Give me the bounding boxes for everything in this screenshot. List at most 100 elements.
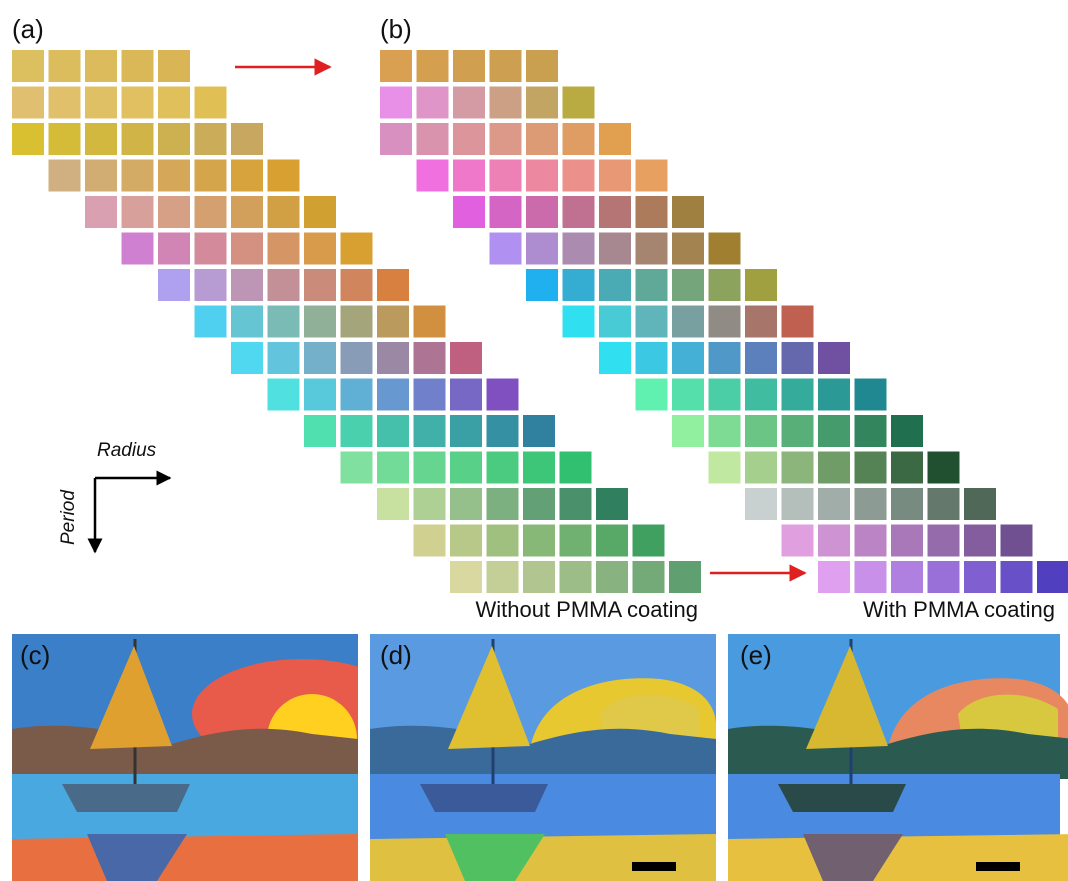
swatch [194, 305, 227, 338]
scale-bar [976, 862, 1020, 871]
swatch [413, 488, 446, 520]
swatch [416, 159, 449, 192]
swatch [453, 159, 485, 192]
swatch [489, 123, 522, 155]
swatch [599, 123, 631, 155]
swatch [523, 561, 555, 593]
swatch [416, 123, 449, 155]
swatch [416, 86, 449, 119]
swatch [526, 232, 558, 265]
swatch [559, 561, 592, 593]
swatch [121, 123, 154, 155]
swatch [450, 488, 482, 520]
swatch [489, 50, 522, 82]
swatch [340, 415, 373, 447]
swatch [854, 378, 887, 411]
swatch [377, 451, 409, 484]
swatch [523, 524, 555, 557]
swatch [1000, 524, 1033, 557]
swatch [121, 86, 154, 119]
panel-label: (c) [20, 640, 50, 670]
swatch [891, 415, 923, 447]
swatch [486, 524, 519, 557]
paintings [12, 634, 1068, 881]
panel-label: (e) [740, 640, 772, 670]
swatch [158, 50, 190, 82]
swatch [635, 196, 668, 228]
swatch [231, 305, 263, 338]
swatch [158, 269, 190, 301]
swatch [267, 232, 300, 265]
swatch [340, 451, 373, 484]
swatch [559, 524, 592, 557]
swatch [48, 50, 81, 82]
swatch [340, 269, 373, 301]
swatch [489, 232, 522, 265]
swatch [526, 123, 558, 155]
swatch [526, 269, 558, 301]
swatch [377, 269, 409, 301]
swatch [854, 524, 887, 557]
axis-label: Period [58, 489, 79, 545]
sail [806, 646, 888, 749]
swatch [194, 123, 227, 155]
swatch [781, 451, 814, 484]
swatch [596, 488, 628, 520]
hull [62, 784, 190, 812]
swatch [450, 524, 482, 557]
swatch [781, 415, 814, 447]
swatch [927, 451, 960, 484]
swatch [781, 342, 814, 374]
swatch [194, 269, 227, 301]
painting [370, 634, 716, 881]
swatch [708, 451, 741, 484]
swatch [121, 159, 154, 192]
swatch [267, 159, 300, 192]
swatch [854, 488, 887, 520]
swatch [486, 561, 519, 593]
swatch [267, 342, 300, 374]
swatch [818, 415, 850, 447]
swatch [854, 451, 887, 484]
swatch [304, 305, 336, 338]
swatch [635, 305, 668, 338]
swatch [450, 561, 482, 593]
swatch [489, 196, 522, 228]
swatch [377, 342, 409, 374]
swatch [121, 232, 154, 265]
swatch [121, 196, 154, 228]
swatch [523, 451, 555, 484]
swatch [523, 488, 555, 520]
swatch [267, 269, 300, 301]
swatch [562, 123, 595, 155]
swatch [562, 305, 595, 338]
hull [420, 784, 548, 812]
reflection [803, 834, 903, 881]
swatch [231, 232, 263, 265]
swatch [340, 378, 373, 411]
swatch [121, 50, 154, 82]
swatch [453, 50, 485, 82]
sail [90, 646, 172, 749]
swatch [1000, 561, 1033, 593]
swatch [377, 488, 409, 520]
swatch [526, 50, 558, 82]
swatch [891, 524, 923, 557]
swatch [672, 378, 704, 411]
swatch [194, 159, 227, 192]
swatch [927, 488, 960, 520]
swatch [267, 378, 300, 411]
swatch [599, 269, 631, 301]
swatch [559, 488, 592, 520]
swatch [672, 269, 704, 301]
swatch [596, 561, 628, 593]
swatch [413, 415, 446, 447]
panel-label: (d) [380, 640, 412, 670]
panel-label: (a) [12, 14, 44, 44]
swatch [231, 123, 263, 155]
caption: With PMMA coating [863, 597, 1055, 622]
swatch [964, 561, 996, 593]
swatch [562, 86, 595, 119]
swatch [377, 378, 409, 411]
